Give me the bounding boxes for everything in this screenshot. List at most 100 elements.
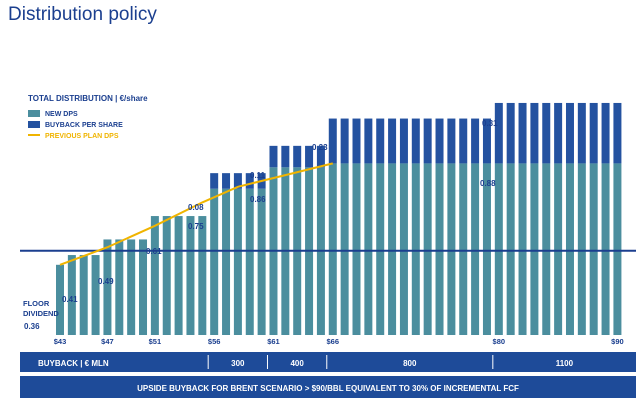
bar-new-dps — [222, 188, 231, 335]
legend-label: PREVIOUS PLAN DPS — [45, 133, 119, 140]
bar-new-dps — [162, 216, 171, 335]
bar-new-dps — [613, 163, 622, 335]
bar-buyback — [411, 118, 420, 164]
bar-buyback — [364, 118, 373, 164]
bar-new-dps — [530, 163, 539, 335]
bar-buyback — [447, 118, 456, 164]
x-tick-label: $90 — [611, 337, 624, 346]
buyback-segment-value: 400 — [290, 359, 304, 368]
bar-buyback — [376, 118, 385, 164]
bar-buyback — [565, 102, 574, 164]
buyback-row-label: BUYBACK | € MLN — [38, 359, 109, 368]
legend-swatch-new-dps — [28, 110, 40, 117]
legend-label: NEW DPS — [45, 111, 78, 118]
bar-new-dps — [447, 163, 456, 335]
value-label: 0.49 — [98, 277, 114, 286]
bar-new-dps — [589, 163, 598, 335]
bar-new-dps — [127, 239, 136, 335]
bar-new-dps — [91, 255, 100, 335]
bar-buyback — [518, 102, 527, 164]
bar-new-dps — [115, 239, 124, 335]
bar-new-dps — [411, 163, 420, 335]
bar-new-dps — [577, 163, 586, 335]
bar-new-dps — [79, 255, 88, 335]
value-label: 0.86 — [250, 195, 266, 204]
bar-buyback — [316, 145, 325, 168]
bar-new-dps — [352, 163, 361, 335]
buyback-segment-value: 800 — [403, 359, 417, 368]
bar-buyback — [328, 118, 337, 164]
page-title: Distribution policy — [8, 4, 157, 25]
bar-new-dps — [518, 163, 527, 335]
bar-new-dps — [459, 163, 468, 335]
bar-new-dps — [174, 216, 183, 335]
legend-label: BUYBACK PER SHARE — [45, 122, 123, 129]
bar-buyback — [340, 118, 349, 164]
footer-banner-text: UPSIDE BUYBACK FOR BRENT SCENARIO > $90/… — [137, 384, 519, 393]
bar-buyback — [482, 118, 491, 164]
bar-new-dps — [554, 163, 563, 335]
bar-new-dps — [150, 216, 159, 335]
bar-new-dps — [376, 163, 385, 335]
bar-new-dps — [233, 188, 242, 335]
bar-buyback — [506, 102, 515, 164]
buyback-segment-value: 300 — [231, 359, 245, 368]
bar-buyback — [435, 118, 444, 164]
bar-buyback — [222, 173, 231, 189]
x-tick-label: $56 — [208, 337, 221, 346]
bar-new-dps — [471, 163, 480, 335]
bar-new-dps — [506, 163, 515, 335]
bar-buyback — [305, 145, 314, 168]
bar-new-dps — [245, 188, 254, 335]
value-label: 0.41 — [62, 295, 78, 304]
bar-buyback — [423, 118, 432, 164]
value-label: 0.11 — [250, 171, 266, 180]
bar-new-dps — [328, 163, 337, 335]
bar-new-dps — [139, 239, 148, 335]
bar-new-dps — [601, 163, 610, 335]
bar-new-dps — [186, 216, 195, 335]
bar-buyback — [293, 145, 302, 168]
bar-new-dps — [494, 163, 503, 335]
bar-buyback — [494, 102, 503, 164]
bar-buyback — [542, 102, 551, 164]
bar-buyback — [352, 118, 361, 164]
bar-new-dps — [340, 163, 349, 335]
bar-new-dps — [56, 264, 64, 335]
x-tick-label: $51 — [149, 337, 162, 346]
value-label: 0.61 — [146, 247, 162, 256]
bar-buyback — [577, 102, 586, 164]
bar-buyback — [530, 102, 539, 164]
value-label: 0.08 — [188, 203, 204, 212]
bar-buyback — [210, 173, 219, 189]
chart-title: TOTAL DISTRIBUTION | €/share — [28, 94, 148, 103]
bar-new-dps — [565, 163, 574, 335]
x-tick-label: $66 — [327, 337, 340, 346]
bar-buyback — [388, 118, 397, 164]
buyback-segment-value: 1100 — [556, 359, 574, 368]
bar-buyback — [399, 118, 408, 164]
x-tick-label: $80 — [493, 337, 506, 346]
bar-new-dps — [364, 163, 373, 335]
bar-new-dps — [103, 239, 112, 335]
x-tick-label: $61 — [267, 337, 280, 346]
x-tick-label: $43 — [54, 337, 67, 346]
value-label: 0.75 — [188, 222, 204, 231]
bar-new-dps — [67, 255, 76, 335]
footer-banner — [20, 376, 636, 398]
bar-buyback — [601, 102, 610, 164]
x-tick-label: $47 — [101, 337, 114, 346]
buyback-row — [20, 352, 636, 372]
value-label: 0.88 — [480, 179, 496, 188]
floor-label: DIVIDEND — [23, 309, 59, 318]
bar-buyback — [459, 118, 468, 164]
previous-plan-line — [59, 162, 334, 266]
bar-buyback — [269, 145, 278, 168]
bar-buyback — [233, 173, 242, 189]
value-label: 0.36 — [24, 322, 40, 331]
bar-buyback — [471, 118, 480, 164]
bar-new-dps — [482, 163, 491, 335]
bar-buyback — [245, 173, 254, 189]
bar-new-dps — [257, 188, 266, 335]
